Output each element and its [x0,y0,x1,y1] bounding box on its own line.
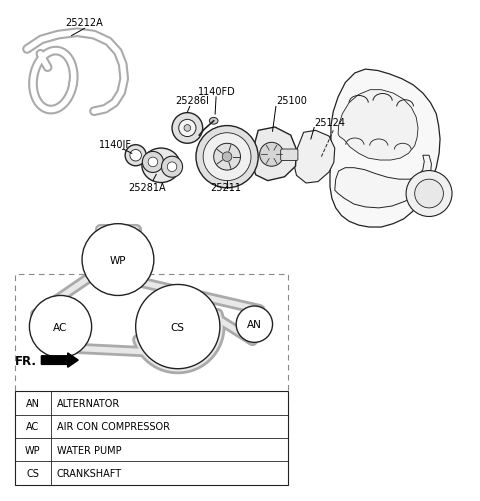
Polygon shape [251,128,297,181]
Text: FR.: FR. [15,354,37,367]
Circle shape [222,153,232,162]
Ellipse shape [209,118,218,125]
Circle shape [214,144,240,171]
Circle shape [82,224,154,296]
Circle shape [148,158,157,167]
Text: 1140JF: 1140JF [99,139,132,149]
Circle shape [406,171,452,217]
Text: AC: AC [53,322,68,332]
Circle shape [260,143,284,167]
Text: 25211: 25211 [210,183,241,193]
FancyArrow shape [41,353,78,368]
Polygon shape [335,156,432,208]
Text: WP: WP [25,444,41,454]
Circle shape [184,125,191,132]
Text: AN: AN [247,320,262,330]
Circle shape [136,285,220,369]
Circle shape [172,113,203,144]
FancyBboxPatch shape [281,150,298,161]
Text: AIR CON COMPRESSOR: AIR CON COMPRESSOR [57,421,170,431]
Text: CS: CS [171,322,185,332]
Text: ALTERNATOR: ALTERNATOR [57,398,120,408]
Text: 25100: 25100 [276,96,307,106]
Text: AC: AC [26,421,39,431]
Ellipse shape [142,149,180,183]
Circle shape [415,180,444,208]
Circle shape [130,150,142,162]
Text: CS: CS [26,468,39,478]
Text: 1140FD: 1140FD [198,87,236,97]
Text: 25286I: 25286I [175,96,209,106]
Circle shape [179,120,196,137]
FancyBboxPatch shape [15,275,288,437]
Polygon shape [330,70,440,227]
Circle shape [203,133,251,181]
Circle shape [143,152,163,173]
Text: 25212A: 25212A [66,18,103,28]
Circle shape [167,163,177,172]
Text: 25281A: 25281A [128,183,166,193]
Circle shape [196,126,258,188]
Polygon shape [294,131,335,184]
Text: WATER PUMP: WATER PUMP [57,444,121,454]
Polygon shape [338,91,418,161]
Text: WP: WP [110,255,126,265]
Text: AN: AN [26,398,40,408]
Circle shape [29,296,92,358]
Circle shape [125,145,146,166]
Text: 25124: 25124 [314,117,345,127]
Text: CRANKSHAFT: CRANKSHAFT [57,468,122,478]
FancyBboxPatch shape [15,391,288,484]
Circle shape [236,307,273,343]
Circle shape [161,157,182,178]
